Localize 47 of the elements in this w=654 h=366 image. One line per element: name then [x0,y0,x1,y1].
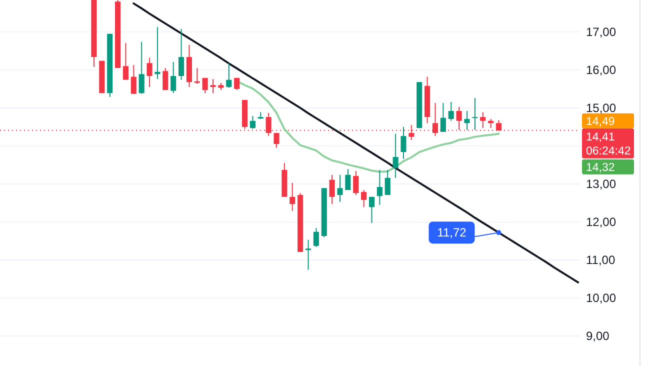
candlestick [456,106,462,130]
text: 06:24:42 [586,145,631,158]
candlestick [234,77,240,91]
y-tick-label: 11,00 [586,252,616,267]
candlestick [290,182,296,212]
y-tick-label: 15,00 [586,100,616,115]
candlestick [162,68,168,91]
candlestick [202,77,208,94]
candlestick [210,78,216,94]
candlestick [146,57,152,88]
annotation: 11,72 [437,226,467,240]
candlestick [305,239,312,270]
y-tick-label: 9,00 [586,328,610,343]
candlestick [368,196,375,224]
candlestick [274,132,280,148]
candlestick [384,169,390,196]
candlestick [337,174,343,202]
candlestick [400,126,406,160]
line-series [132,2,580,284]
y-tick-label: 17,00 [586,24,616,39]
candlestick [313,228,319,248]
candlestick [138,41,144,94]
candlestick [122,42,128,80]
text: 14,49 [586,116,615,128]
text: 14,32 [586,162,615,174]
y-tick-label: 10,00 [586,290,616,305]
candlestick [345,168,351,191]
y-tick-label: 12,00 [586,214,616,229]
y-tick-label: 16,00 [586,62,616,77]
candlestick [329,174,335,205]
candlestick [480,112,486,129]
candlestick [448,101,454,122]
candlestick [361,190,367,208]
candlestick [226,62,232,88]
ref-line-label: 14,41 [586,131,615,144]
candlestick [376,169,382,206]
candlestick [194,68,200,84]
candlestick [392,133,398,178]
candlestick [170,61,176,94]
y-tick-label: 13,00 [586,176,616,191]
candlestick [353,170,359,196]
candlestick [440,102,446,132]
candlestick [178,28,184,80]
candlestick [130,64,136,94]
candlestick [464,110,470,130]
candlestick [250,115,256,130]
candlestick [472,98,478,130]
